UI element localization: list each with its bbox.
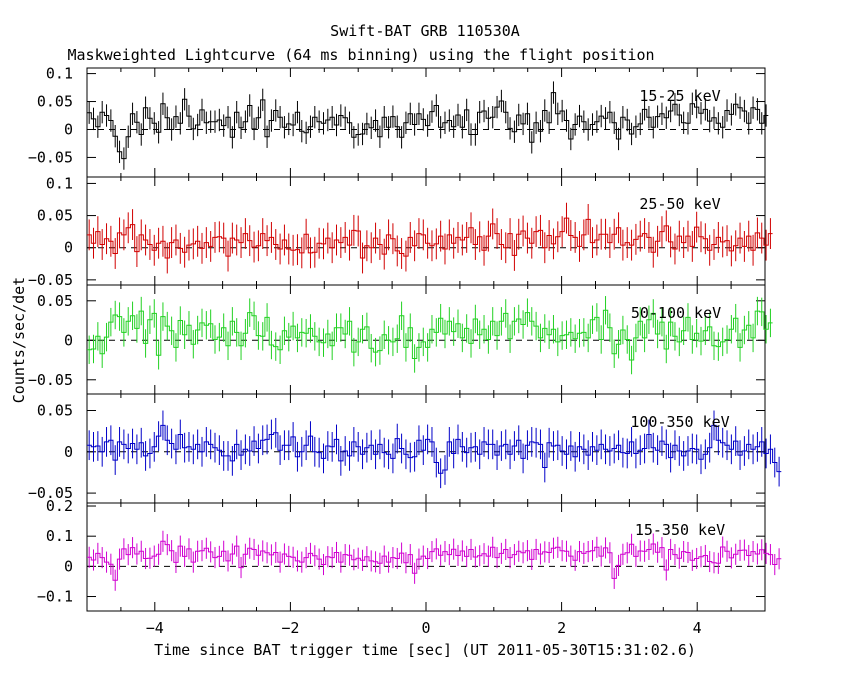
series-step-line	[87, 424, 782, 474]
x-tick-label: −2	[281, 619, 299, 637]
x-tick-label: 2	[557, 619, 566, 637]
y-tick-label: 0.1	[46, 65, 73, 83]
x-tick-label: −4	[146, 619, 164, 637]
chart-subtitle: Maskweighted Lightcurve (64 ms binning) …	[68, 46, 655, 64]
y-tick-label: 0	[64, 557, 73, 575]
series-label: 15-350 keV	[635, 521, 725, 539]
series-label: 50-100 keV	[631, 304, 721, 322]
series-label: 25-50 keV	[639, 195, 720, 213]
y-tick-label: −0.05	[28, 271, 73, 289]
series-step-line	[87, 217, 773, 259]
series-step-line	[87, 540, 782, 581]
series-step-line	[87, 92, 769, 160]
y-tick-label: 0	[64, 120, 73, 138]
series-step-line	[87, 309, 773, 361]
y-tick-label: 0	[64, 443, 73, 461]
x-tick-label: 4	[693, 619, 702, 637]
x-tick-label: 0	[421, 619, 430, 637]
y-tick-label: −0.05	[28, 371, 73, 389]
y-tick-label: 0.1	[46, 174, 73, 192]
y-tick-label: 0.05	[37, 292, 73, 310]
y-tick-label: 0.05	[37, 93, 73, 111]
y-tick-label: −0.05	[28, 148, 73, 166]
y-tick-label: 0.05	[37, 207, 73, 225]
panels-group: −0.05 0 0.05 0.1 15-25 keV −0.05 0 0.05 0.1 25-50…	[28, 65, 782, 637]
y-tick-label: −0.1	[37, 588, 73, 606]
series-label: 15-25 keV	[639, 87, 720, 105]
series-label: 100-350 keV	[630, 413, 729, 431]
y-tick-label: 0	[64, 331, 73, 349]
y-axis-label: Counts/sec/det	[10, 277, 28, 403]
x-axis-label: Time since BAT trigger time [sec] (UT 20…	[154, 641, 696, 659]
y-tick-label: 0.2	[46, 497, 73, 515]
chart-title: Swift-BAT GRB 110530A	[330, 22, 520, 40]
y-tick-label: 0.1	[46, 527, 73, 545]
y-tick-label: −0.05	[28, 484, 73, 502]
y-tick-label: 0	[64, 239, 73, 257]
y-tick-label: 0.05	[37, 402, 73, 420]
